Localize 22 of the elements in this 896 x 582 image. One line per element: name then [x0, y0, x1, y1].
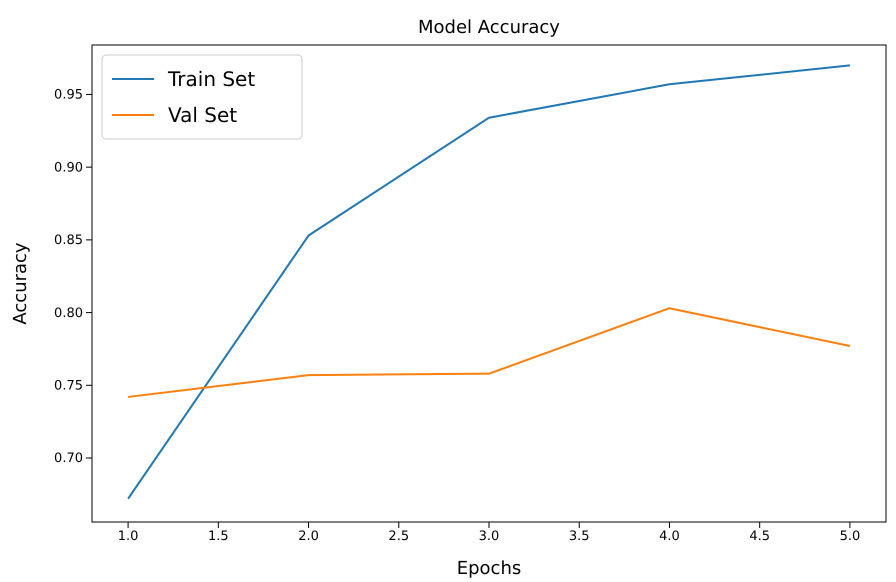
x-tick-label: 2.5 — [388, 529, 410, 544]
y-axis-title: Accuracy — [10, 242, 31, 325]
x-tick-label: 1.5 — [208, 529, 229, 544]
x-tick-label: 2.0 — [298, 529, 319, 544]
x-tick-label: 3.5 — [568, 529, 590, 544]
line-series — [127, 64, 851, 500]
legend-label: Val Set — [168, 103, 238, 127]
line-series — [127, 307, 851, 398]
y-tick-label: 0.90 — [54, 160, 83, 176]
chart-title: Model Accuracy — [418, 17, 560, 38]
x-tick-label: 4.0 — [659, 529, 680, 544]
y-tick-label: 0.75 — [54, 378, 83, 394]
x-tick-label: 1.0 — [118, 529, 138, 544]
legend-label: Train Set — [167, 67, 256, 91]
y-tick-label: 0.95 — [54, 88, 83, 103]
x-tick-label: 3.0 — [478, 529, 500, 544]
y-tick-label: 0.85 — [54, 233, 83, 248]
y-tick-label: 0.70 — [54, 451, 83, 466]
x-tick-label: 5.0 — [840, 529, 860, 544]
x-tick-label: 4.5 — [749, 529, 770, 544]
y-tick-label: 0.80 — [54, 306, 83, 321]
x-axis-title: Epochs — [456, 558, 522, 579]
